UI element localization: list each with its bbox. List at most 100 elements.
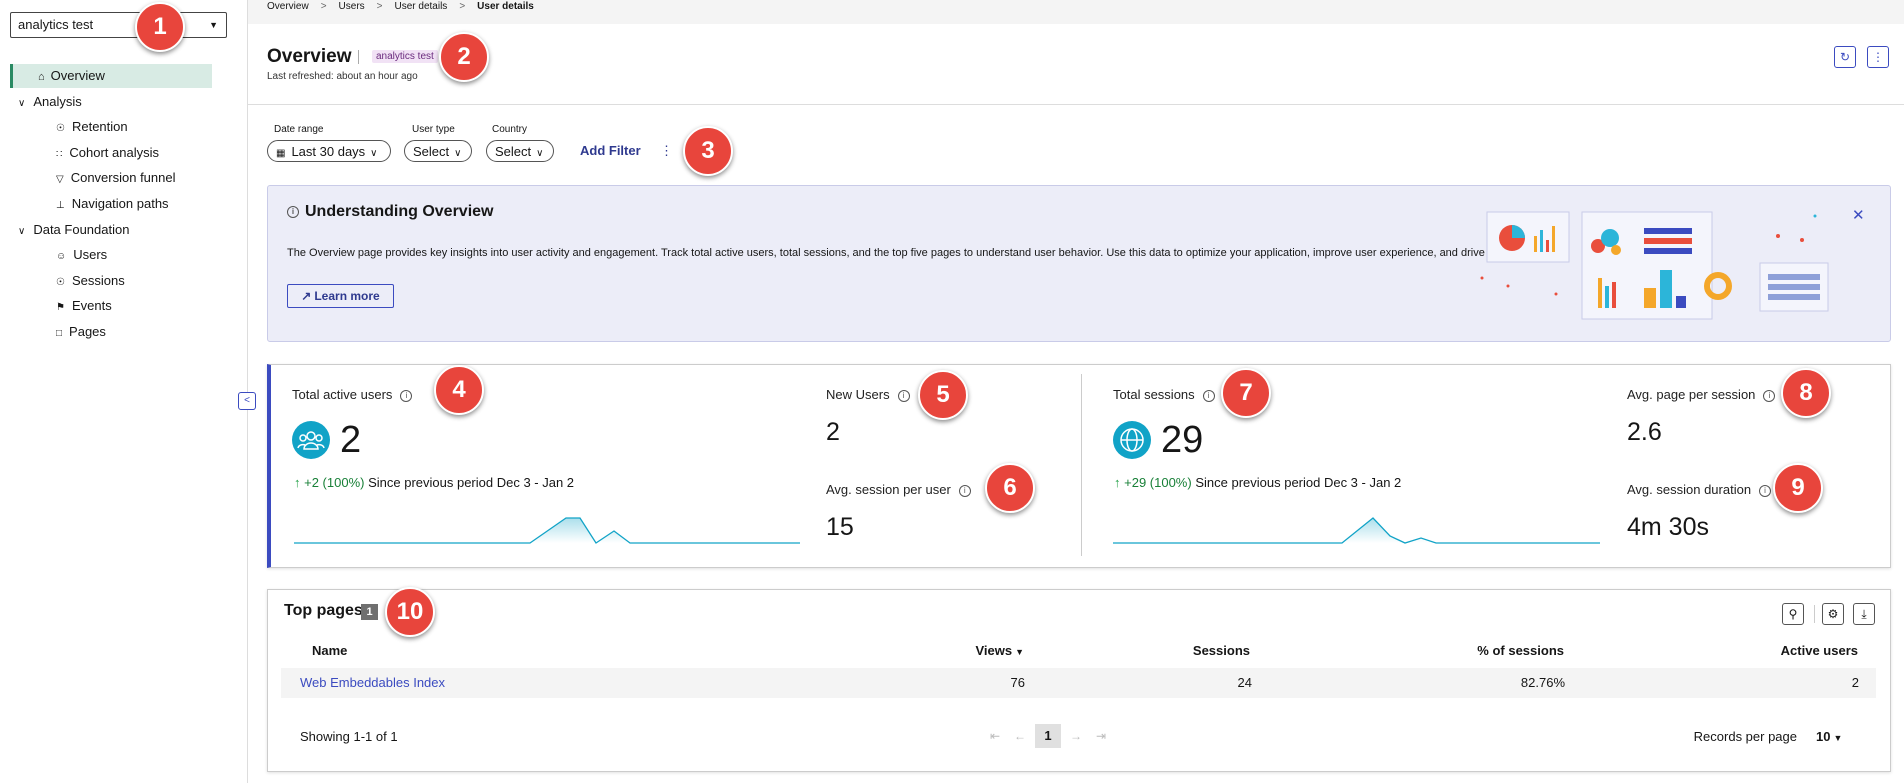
crumb[interactable]: Users: [338, 1, 365, 12]
table-cell: 76: [1010, 675, 1025, 690]
nav-item[interactable]: ⌂ Overview: [38, 68, 105, 83]
nav-label: Conversion funnel: [70, 170, 176, 185]
settings-button[interactable]: ⚙: [1822, 603, 1844, 625]
callout: 6: [985, 463, 1035, 513]
metric-value: 15: [826, 513, 854, 541]
metric-value: 2.6: [1627, 418, 1662, 446]
banner-title: i Understanding Overview: [287, 203, 494, 221]
change-text: +2 (100%): [304, 475, 365, 490]
metric-value: 29: [1161, 419, 1204, 461]
metrics-divider: [1081, 374, 1082, 556]
table-cell: 2: [1851, 675, 1859, 690]
crumb[interactable]: Overview: [267, 1, 309, 12]
users-icon: [292, 421, 330, 459]
sparkline: [294, 517, 800, 544]
nav-item[interactable]: □ Pages: [56, 324, 106, 339]
callout: 9: [1773, 463, 1823, 513]
nav-group[interactable]: ∨ Analysis: [18, 94, 82, 109]
page-number[interactable]: 1: [1035, 724, 1061, 748]
metric-label: New Users i: [826, 387, 910, 402]
nav-label: Analysis: [33, 94, 82, 109]
nav-item[interactable]: ☺ Users: [56, 247, 108, 262]
count-badge: 1: [361, 604, 378, 620]
banner-text: The Overview page provides key insights …: [287, 247, 1553, 259]
date-range-dropdown[interactable]: ▦ Last 30 days ∨: [267, 140, 391, 162]
label-text: Total sessions: [1113, 387, 1195, 402]
last-refreshed: Last refreshed: about an hour ago: [267, 71, 418, 82]
records-select[interactable]: 10 ▼: [1816, 729, 1843, 744]
column-header: Name: [312, 643, 348, 658]
nav-item[interactable]: ☉ Retention: [56, 119, 128, 134]
dropdown-value: Select: [413, 144, 450, 159]
header-divider: [248, 104, 1904, 105]
callout: 3: [683, 126, 733, 176]
page-title: Overview: [267, 46, 352, 67]
add-filter[interactable]: Add Filter: [580, 143, 641, 158]
metric-label: Avg. session duration i: [1627, 482, 1772, 497]
label-text: Total active users: [292, 387, 393, 402]
callout: 5: [918, 370, 968, 420]
label-text: New Users: [826, 387, 890, 402]
metric-label: Total active users i: [292, 387, 413, 402]
refresh-button[interactable]: ↻: [1834, 46, 1856, 68]
nav-item[interactable]: ⊥ Navigation paths: [56, 196, 169, 211]
nav-label: Data Foundation: [33, 222, 130, 237]
nav-item[interactable]: ☉ Sessions: [56, 273, 125, 288]
nav-item[interactable]: ▽ Conversion funnel: [56, 170, 176, 185]
user-type-dropdown[interactable]: Select ∨: [404, 140, 472, 162]
sidebar: [0, 0, 248, 783]
metric-label: Avg. page per session i: [1627, 387, 1776, 402]
nav-label: Pages: [69, 324, 106, 339]
collapse-button[interactable]: <: [238, 392, 256, 410]
crumb[interactable]: User details: [394, 1, 448, 12]
metric-value: 4m 30s: [1627, 513, 1709, 541]
nav-group[interactable]: ∨ Data Foundation: [18, 222, 130, 237]
dropdown-value: Select: [495, 144, 532, 159]
top-pages-card: [267, 589, 1891, 772]
metric-label: Total sessions i: [1113, 387, 1215, 402]
nav-label: Users: [73, 247, 108, 262]
project-name: analytics test: [18, 17, 94, 32]
table-cell: 82.76%: [1520, 675, 1565, 690]
project-tag: analytics test: [372, 50, 438, 63]
filter-menu[interactable]: ⋮: [660, 143, 673, 158]
page-link[interactable]: Web Embeddables Index: [300, 675, 446, 690]
nav-label: Events: [71, 298, 112, 313]
table-row: [281, 668, 1876, 698]
callout: 2: [439, 32, 489, 82]
comparison-text: Since previous period Dec 3 - Jan 2: [368, 475, 575, 490]
download-button[interactable]: ⤓: [1853, 603, 1875, 625]
nav-label: Overview: [50, 68, 105, 83]
pager-arrows: ⇤←: [990, 729, 1041, 743]
nav-item[interactable]: ⚑ Events: [56, 298, 112, 313]
column-header: % of sessions: [1477, 643, 1564, 658]
metric-value: 2: [340, 419, 362, 461]
filter-label: Country: [492, 124, 528, 135]
column-header[interactable]: Views ▼: [975, 643, 1024, 658]
search-button[interactable]: ⚲: [1782, 603, 1804, 625]
dropdown-value: Last 30 days: [291, 144, 366, 159]
metric-label: Avg. session per user i: [826, 482, 971, 497]
more-button[interactable]: ⋮: [1867, 46, 1889, 68]
header-text: Views: [975, 643, 1013, 658]
records-value: 10: [1816, 729, 1831, 744]
filter-label: User type: [412, 124, 455, 135]
sparkline: [1113, 517, 1600, 544]
close-banner[interactable]: ✕: [1852, 207, 1865, 224]
banner-illustration: [1480, 211, 1829, 320]
comparison-text: Since previous period Dec 3 - Jan 2: [1195, 475, 1402, 490]
banner-title-text: Understanding Overview: [305, 203, 494, 220]
callout: 1: [135, 2, 185, 52]
metric-change: ↑ +2 (100%) Since previous period Dec 3 …: [294, 475, 575, 490]
label-text: Avg. session per user: [826, 482, 951, 497]
nav-active-bg: [10, 64, 212, 88]
country-dropdown[interactable]: Select ∨: [486, 140, 554, 162]
metrics-card: [267, 364, 1891, 568]
records-label: Records per page: [1693, 729, 1797, 744]
section-title: Top pages: [284, 602, 363, 619]
project-select[interactable]: analytics test ▼: [10, 12, 227, 38]
nav-item[interactable]: ∷ Cohort analysis: [56, 145, 159, 160]
learn-more-button[interactable]: ↗ Learn more: [287, 284, 394, 308]
breadcrumb-bar: [248, 0, 1904, 24]
